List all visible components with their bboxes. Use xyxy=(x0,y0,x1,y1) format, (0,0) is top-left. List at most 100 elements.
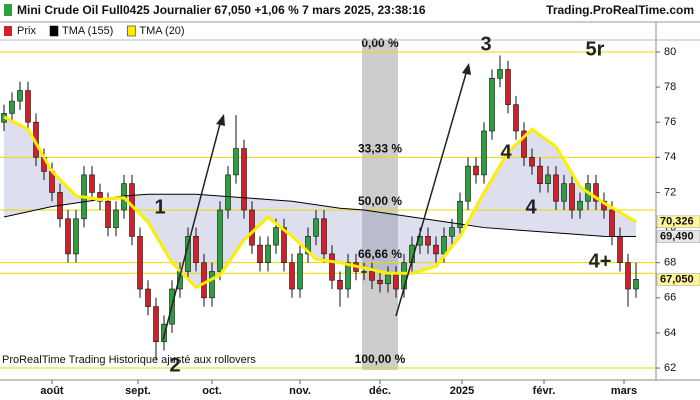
candle-body xyxy=(193,236,199,263)
legend-label: TMA (155) xyxy=(62,25,113,37)
candle-body xyxy=(513,104,519,132)
candle-body xyxy=(337,279,343,290)
candle-body xyxy=(401,262,407,290)
candle-body xyxy=(105,200,111,228)
arrow xyxy=(395,69,468,317)
level-label: 50,00 % xyxy=(358,194,402,208)
candle-body xyxy=(233,148,239,176)
ma-line xyxy=(3,115,637,290)
price-tag-label: 67,050 xyxy=(660,273,694,285)
candle-body xyxy=(329,253,335,281)
candle-body xyxy=(569,183,575,211)
candle-body xyxy=(305,236,311,255)
legend-label: Prix xyxy=(17,25,36,37)
arrow-head xyxy=(462,63,471,75)
candle-body xyxy=(369,271,375,281)
candle-body xyxy=(201,262,207,299)
candle-body xyxy=(225,174,231,211)
candle-body xyxy=(313,218,319,237)
x-tick-label: 2025 xyxy=(450,385,474,397)
x-tick-label: sept. xyxy=(125,385,151,397)
y-tick-label: 72 xyxy=(664,186,676,198)
x-tick-label: août xyxy=(40,385,64,397)
candle-body xyxy=(537,165,543,184)
candle-body xyxy=(545,174,551,184)
candle-body xyxy=(617,236,623,263)
candle-body xyxy=(449,227,455,237)
candle-body xyxy=(137,236,143,290)
candle-body xyxy=(241,148,247,211)
candle-body xyxy=(345,262,351,290)
candle-body xyxy=(433,244,439,255)
annotation: 4 xyxy=(500,141,512,163)
logo xyxy=(4,4,12,16)
candle-body xyxy=(161,323,167,343)
candle-body xyxy=(249,209,255,246)
annotation: 4+ xyxy=(589,250,612,272)
annotation: 3 xyxy=(480,33,491,55)
y-tick-label: 80 xyxy=(664,46,676,58)
candle-body xyxy=(497,69,503,79)
candle-body xyxy=(289,262,295,290)
candle-body xyxy=(129,183,135,237)
candle-body xyxy=(217,209,223,272)
candle-body xyxy=(377,279,383,285)
candle-body xyxy=(97,192,103,202)
y-tick-label: 76 xyxy=(664,116,676,128)
candle-body xyxy=(321,218,327,255)
candle-body xyxy=(505,69,511,105)
annotation: 2 xyxy=(169,354,180,376)
level-label: 66,66 % xyxy=(358,247,402,261)
candle-body xyxy=(89,174,95,193)
candle-body xyxy=(385,274,391,285)
candle-body xyxy=(297,253,303,290)
candle-body xyxy=(425,236,431,246)
candle-body xyxy=(457,200,463,228)
candle-body xyxy=(9,100,15,114)
arrow xyxy=(162,119,222,341)
annotation: 5r xyxy=(586,38,605,60)
candle-body xyxy=(281,227,287,263)
legend-swatch xyxy=(4,26,12,36)
candle-body xyxy=(441,236,447,255)
candle-body xyxy=(529,157,535,167)
source: Trading.ProRealTime.com xyxy=(546,3,694,17)
y-tick-label: 74 xyxy=(664,151,676,163)
x-tick-label: nov. xyxy=(289,385,311,397)
price-tag-label: 69,490 xyxy=(660,230,694,242)
x-tick-label: déc. xyxy=(369,385,391,397)
price-tag-label: 70,326 xyxy=(660,216,694,228)
candle-body xyxy=(73,218,79,255)
price-tag xyxy=(656,230,700,243)
y-tick-label: 66 xyxy=(664,292,676,304)
candle-body xyxy=(481,130,487,176)
footer: ProRealTime Trading Historique ajusté au… xyxy=(2,354,256,366)
level-label: 0,00 % xyxy=(361,36,399,50)
level-label: 100,00 % xyxy=(355,352,406,366)
annotation: 4 xyxy=(525,196,537,218)
candle-body xyxy=(145,288,151,307)
candle-body xyxy=(257,244,263,263)
arrow-head xyxy=(216,114,225,126)
x-tick-label: oct. xyxy=(202,385,222,397)
price-tag xyxy=(656,273,700,286)
y-tick-label: 64 xyxy=(664,327,676,339)
candle-body xyxy=(465,165,471,202)
candle-body xyxy=(273,227,279,246)
candle-body xyxy=(593,183,599,202)
candle-body xyxy=(393,274,399,290)
candle-body xyxy=(521,130,527,158)
level-label: 33,33 % xyxy=(358,141,402,155)
candle-body xyxy=(65,218,71,255)
range-band xyxy=(362,40,398,370)
candle-body xyxy=(609,209,615,237)
x-tick-label: mars xyxy=(611,385,637,397)
candle-body xyxy=(473,165,479,176)
price-tag xyxy=(656,215,700,229)
y-tick-label: 62 xyxy=(664,362,676,374)
y-tick-label: 68 xyxy=(664,257,676,269)
candle-body xyxy=(633,279,639,290)
candle-body xyxy=(25,90,31,123)
